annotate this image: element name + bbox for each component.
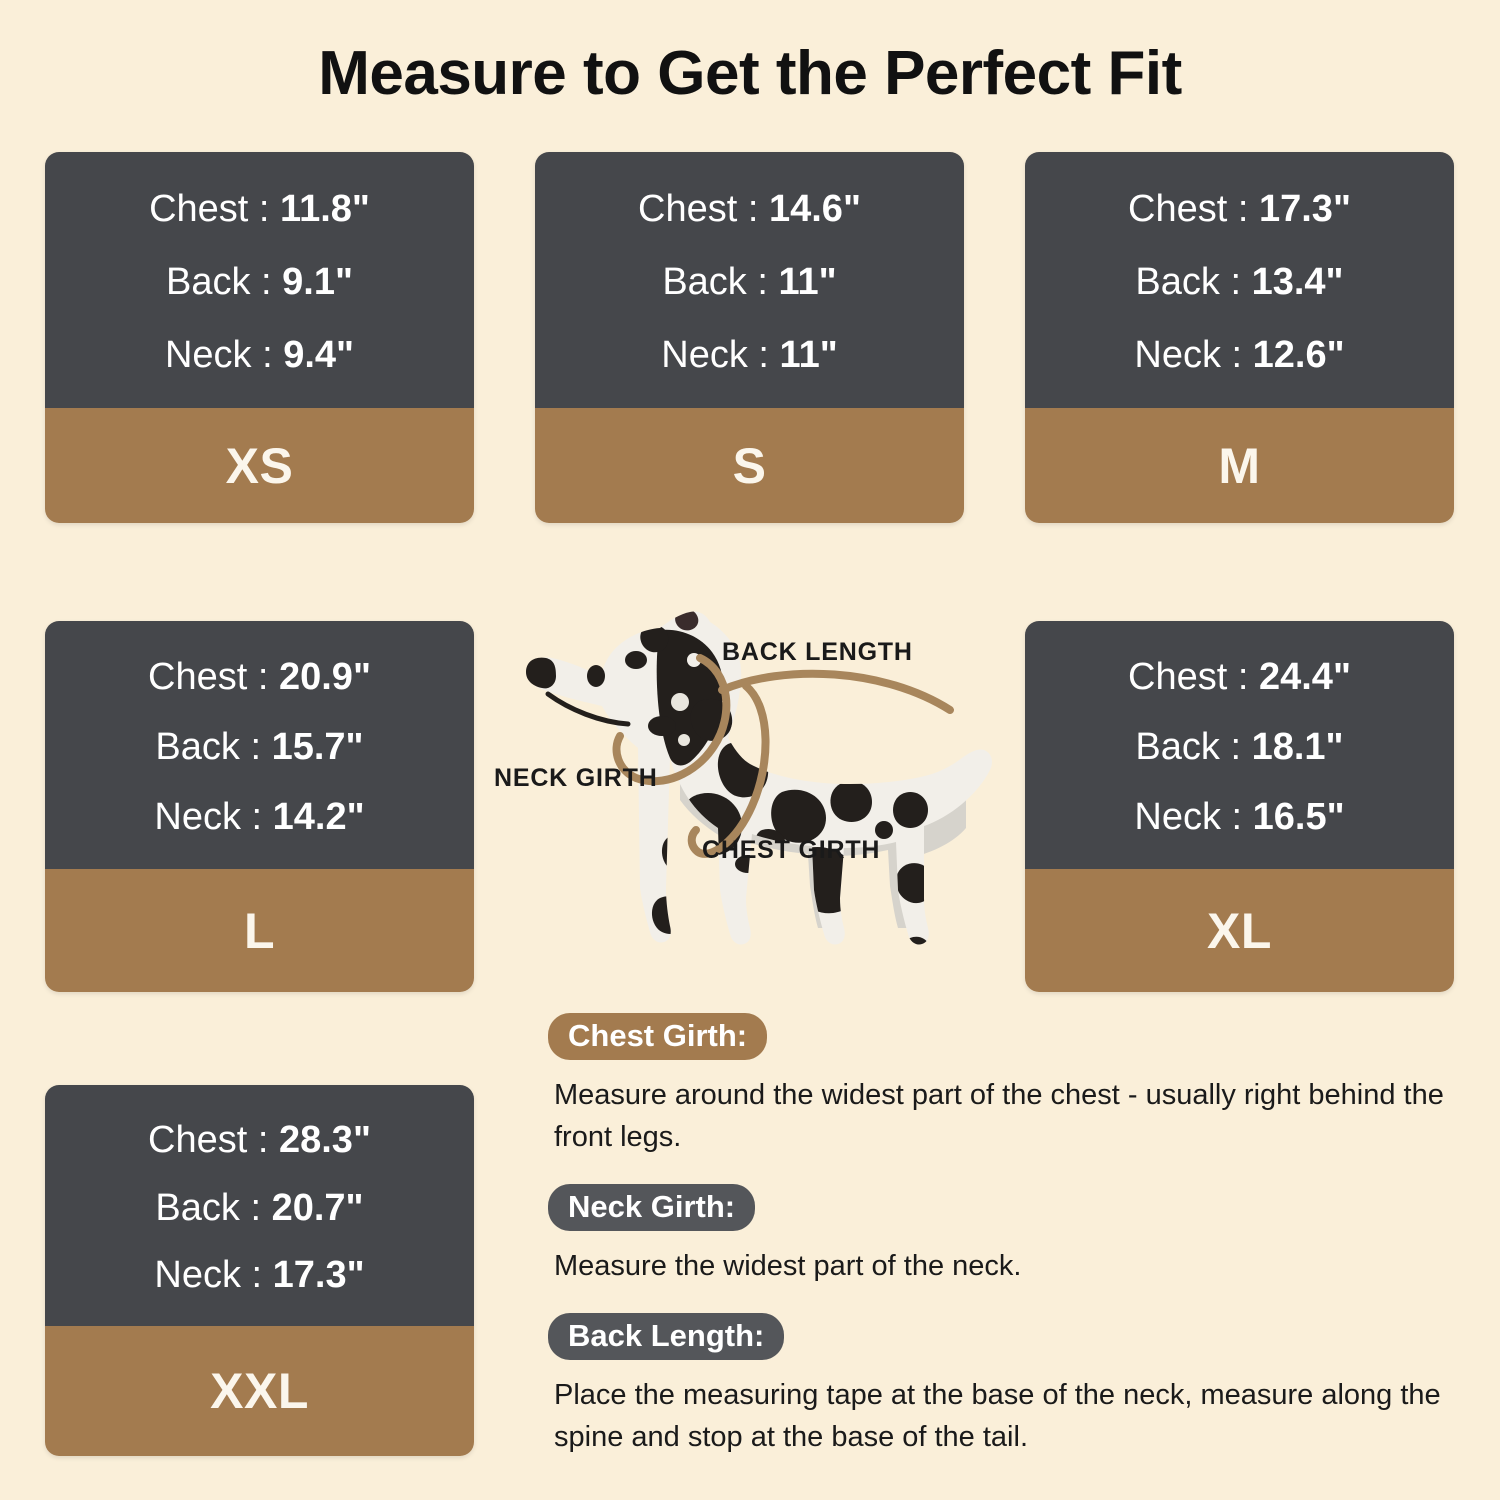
size-card-xs[interactable]: Chest : 11.8" Back : 9.1" Neck : 9.4" XS [45, 152, 474, 523]
size-card-footer: XXL [45, 1326, 474, 1456]
spec-back-label: Back : [662, 261, 768, 304]
spec-neck-label: Neck : [1134, 796, 1243, 839]
spec-back: Back : 18.1" [1135, 726, 1344, 769]
spec-neck-label: Neck : [154, 1254, 263, 1297]
instruction-chest-girth: Chest Girth: Measure around the widest p… [548, 1013, 1456, 1158]
spec-chest-label: Chest : [1128, 188, 1249, 231]
spec-chest-value: 20.9" [278, 656, 371, 699]
spec-neck-value: 17.3" [272, 1254, 365, 1297]
spec-chest-value: 11.8" [280, 188, 370, 231]
back-length-badge: Back Length: [548, 1313, 785, 1361]
spec-neck: Neck : 17.3" [154, 1254, 365, 1297]
spec-chest-label: Chest : [149, 188, 270, 231]
back-length-label: BACK LENGTH [722, 638, 913, 666]
spec-chest-label: Chest : [638, 188, 759, 231]
spec-back-label: Back : [1135, 726, 1242, 769]
spec-back-value: 18.1" [1251, 726, 1344, 769]
chest-girth-measure-loop [687, 682, 770, 858]
spec-chest-label: Chest : [1128, 656, 1249, 699]
spec-back: Back : 9.1" [165, 261, 353, 304]
size-card-footer: S [535, 408, 964, 523]
spec-neck: Neck : 12.6" [1134, 333, 1345, 376]
size-card-l[interactable]: Chest : 20.9" Back : 15.7" Neck : 14.2" … [45, 621, 474, 992]
size-label: XS [225, 437, 294, 494]
instruction-neck-girth: Neck Girth: Measure the widest part of t… [548, 1184, 1456, 1287]
neck-girth-measure-loop [612, 654, 731, 786]
spec-chest-value: 28.3" [278, 1118, 371, 1161]
spec-neck-value: 9.4" [283, 333, 355, 376]
chest-girth-label: CHEST GIRTH [702, 836, 881, 864]
neck-girth-description: Measure the widest part of the neck. [554, 1250, 1022, 1283]
spec-chest-label: Chest : [148, 656, 269, 699]
spec-neck-label: Neck : [661, 333, 769, 376]
size-card-specs: Chest : 17.3" Back : 13.4" Neck : 12.6" [1025, 152, 1454, 408]
spec-chest: Chest : 24.4" [1128, 656, 1351, 699]
spec-back-label: Back : [155, 726, 262, 769]
dog-nose [526, 657, 556, 689]
spec-chest: Chest : 28.3" [148, 1118, 371, 1161]
instructions-panel: Chest Girth: Measure around the widest p… [548, 1013, 1456, 1458]
instruction-back-length: Back Length: Place the measuring tape at… [548, 1313, 1456, 1458]
size-card-specs: Chest : 14.6" Back : 11" Neck : 11" [535, 152, 964, 408]
spec-back-value: 13.4" [1251, 261, 1344, 304]
spec-neck-label: Neck : [1134, 333, 1243, 376]
spec-back: Back : 20.7" [155, 1186, 364, 1229]
size-label: S [732, 437, 767, 494]
spec-chest-value: 24.4" [1258, 656, 1351, 699]
size-label: L [243, 902, 276, 959]
size-card-footer: XS [45, 408, 474, 523]
neck-girth-badge: Neck Girth: [548, 1184, 756, 1232]
size-label: XL [1207, 902, 1272, 959]
dog-measurement-diagram: BACK LENGTH NECK GIRTH CHEST GIRTH [484, 598, 1014, 998]
size-card-xxl[interactable]: Chest : 28.3" Back : 20.7" Neck : 17.3" … [45, 1085, 474, 1456]
size-card-s[interactable]: Chest : 14.6" Back : 11" Neck : 11" S [535, 152, 964, 523]
spec-back-label: Back : [165, 261, 272, 304]
spec-neck: Neck : 11" [661, 333, 838, 376]
back-length-description: Place the measuring tape at the base of … [554, 1379, 1441, 1454]
spec-chest-label: Chest : [148, 1118, 269, 1161]
chest-girth-badge: Chest Girth: [548, 1013, 768, 1060]
spec-back: Back : 11" [662, 261, 837, 304]
spec-back-value: 11" [778, 261, 837, 304]
spec-back-value: 15.7" [271, 726, 364, 769]
spec-back: Back : 15.7" [155, 726, 364, 769]
size-label: M [1218, 437, 1261, 494]
spec-back-value: 20.7" [271, 1186, 364, 1229]
spec-chest: Chest : 14.6" [638, 188, 861, 231]
spec-back-label: Back : [155, 1186, 262, 1229]
size-card-footer: L [45, 869, 474, 992]
size-card-specs: Chest : 28.3" Back : 20.7" Neck : 17.3" [45, 1085, 474, 1326]
spec-back: Back : 13.4" [1135, 261, 1344, 304]
spec-chest: Chest : 20.9" [148, 656, 371, 699]
spec-back-value: 9.1" [282, 261, 353, 304]
spec-chest-value: 14.6" [768, 188, 861, 231]
size-card-footer: M [1025, 408, 1454, 523]
size-card-footer: XL [1025, 869, 1454, 992]
size-card-m[interactable]: Chest : 17.3" Back : 13.4" Neck : 12.6" … [1025, 152, 1454, 523]
size-card-specs: Chest : 11.8" Back : 9.1" Neck : 9.4" [45, 152, 474, 408]
spec-chest: Chest : 11.8" [149, 188, 370, 231]
size-card-xl[interactable]: Chest : 24.4" Back : 18.1" Neck : 16.5" … [1025, 621, 1454, 992]
spec-back-label: Back : [1135, 261, 1242, 304]
neck-girth-label: NECK GIRTH [494, 764, 658, 792]
page-title: Measure to Get the Perfect Fit [318, 39, 1182, 108]
size-card-specs: Chest : 24.4" Back : 18.1" Neck : 16.5" [1025, 621, 1454, 869]
spec-chest: Chest : 17.3" [1128, 188, 1351, 231]
size-card-specs: Chest : 20.9" Back : 15.7" Neck : 14.2" [45, 621, 474, 869]
spec-neck: Neck : 14.2" [154, 796, 365, 839]
dog-eye [587, 665, 605, 687]
spec-neck: Neck : 16.5" [1134, 796, 1345, 839]
spec-neck-value: 11" [779, 333, 838, 376]
spec-neck-label: Neck : [154, 796, 263, 839]
spec-chest-value: 17.3" [1258, 188, 1351, 231]
size-label: XXL [210, 1363, 309, 1419]
spec-neck-value: 12.6" [1252, 333, 1345, 376]
spec-neck-label: Neck : [164, 333, 273, 376]
spec-neck-value: 16.5" [1252, 796, 1345, 839]
chest-girth-description: Measure around the widest part of the ch… [554, 1079, 1444, 1154]
dalmatian-dog-icon [526, 611, 992, 945]
back-length-measure-line [718, 669, 954, 714]
spec-neck-value: 14.2" [272, 796, 365, 839]
spec-neck: Neck : 9.4" [164, 333, 355, 376]
